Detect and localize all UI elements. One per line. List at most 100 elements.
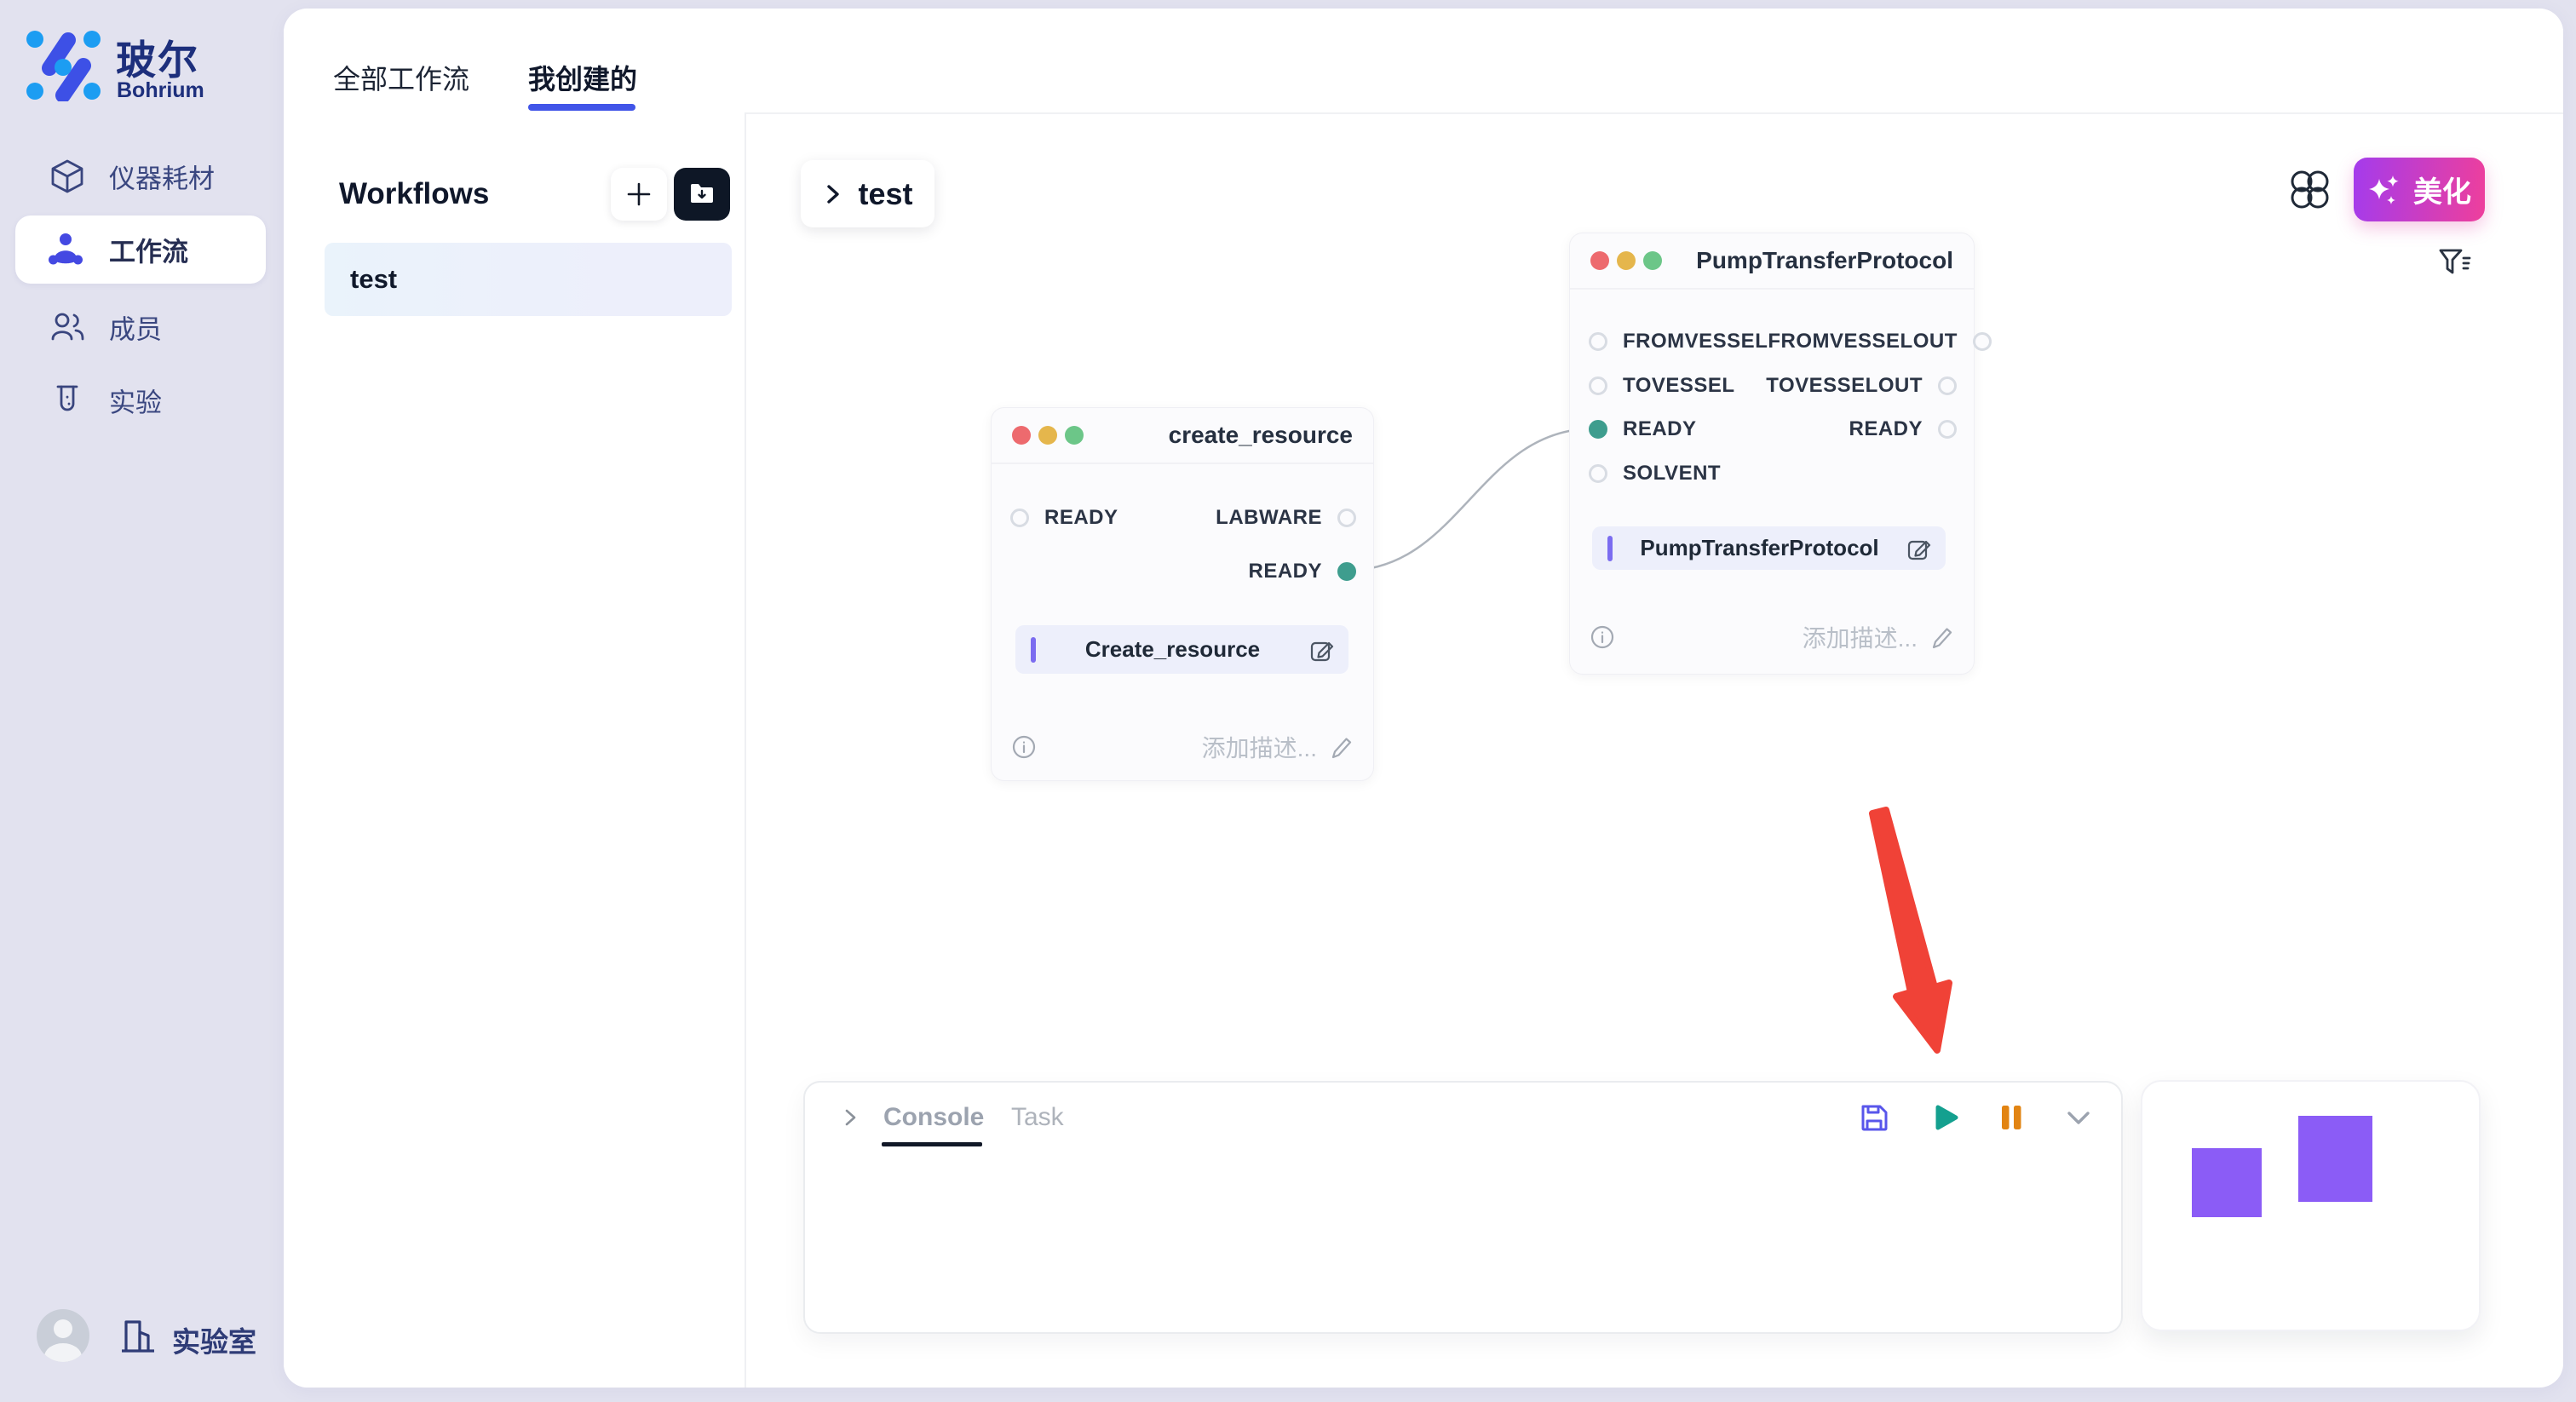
edit-icon[interactable] [1906,536,1932,561]
port-label: READY [1044,506,1118,529]
layout-tools-button[interactable] [2286,165,2333,213]
breadcrumb-label: test [858,175,913,211]
main-panel: 全部工作流 我创建的 Workflows [284,9,2563,1388]
port-dot[interactable] [1589,332,1607,351]
port-row: FROMVESSEL FROMVESSELOUT [1589,330,1992,353]
brand-title: 玻尔 [116,37,199,83]
port-row: SOLVENT [1589,462,1957,486]
workflow-list-item-test[interactable]: test [325,243,732,316]
chevron-down-icon[interactable] [2060,1099,2097,1136]
filter-icon [2435,244,2473,281]
tab-my-created[interactable]: 我创建的 [528,64,638,95]
input-port-tovessel: TOVESSEL [1589,374,1735,398]
output-port-tovesselout: TOVESSELOUT [1766,374,1957,398]
experiment-icon [49,382,86,419]
beautify-button[interactable]: 美化 [2354,158,2485,221]
node-action-create-resource[interactable]: Create_resource [1015,625,1348,674]
sidebar-item-workflow[interactable]: 工作流 [15,215,266,284]
sidebar-item-label: 实验 [109,388,162,418]
tab-console[interactable]: Console [883,1103,985,1131]
play-button[interactable] [1926,1099,1964,1136]
building-icon [119,1315,160,1356]
description-placeholder[interactable]: 添加描述... [1201,735,1317,761]
traffic-red-icon [1590,251,1609,270]
node-header: create_resource [992,408,1373,464]
node-create-resource[interactable]: create_resource READY LABWARE READY [991,407,1374,781]
beautify-label: 美化 [2413,176,2471,209]
port-dot[interactable] [1938,376,1957,395]
input-port-fromvessel: FROMVESSEL [1589,330,1768,353]
node-footer: 添加描述... [1590,623,1953,652]
avatar[interactable] [37,1309,89,1362]
input-port-ready: READY [1010,506,1118,530]
port-label: LABWARE [1216,506,1322,529]
port-dot[interactable] [1589,376,1607,395]
console-tab-underline [882,1142,982,1146]
port-dot[interactable] [1589,464,1607,483]
traffic-yellow-icon [1038,426,1057,445]
filter-button[interactable] [2432,240,2476,284]
action-label: PumpTransferProtocol [1640,535,1879,560]
description-placeholder[interactable]: 添加描述... [1802,625,1918,652]
breadcrumb[interactable]: test [801,160,934,227]
pause-button[interactable] [1992,1099,2030,1136]
input-port-solvent: SOLVENT [1589,462,1721,486]
output-port-ready: READY [1248,560,1356,583]
pencil-icon[interactable] [1329,735,1353,759]
brand-subtitle: Bohrium [117,78,204,102]
output-port-labware: LABWARE [1216,506,1356,530]
port-label: READY [1248,560,1322,583]
port-dot[interactable] [1010,509,1029,527]
info-icon[interactable] [1590,625,1614,649]
accent-bar [1607,535,1613,561]
traffic-red-icon [1012,426,1031,445]
port-dot-connected[interactable] [1589,420,1607,439]
workspace-row[interactable]: 实验室 [0,1301,284,1369]
node-title: PumpTransferProtocol [1696,247,1953,273]
workflow-list-title: Workflows [339,177,490,210]
members-icon [49,308,86,346]
input-port-ready: READY [1589,417,1697,441]
grid-circles-icon [2287,167,2332,211]
sidebar-item-experiments[interactable]: 实验 [0,366,284,434]
accent-bar [1031,636,1036,663]
expand-chevron-icon[interactable] [837,1105,863,1130]
tabbar: 全部工作流 我创建的 [284,9,2563,114]
port-dot-connected[interactable] [1337,562,1356,581]
node-pump-transfer-protocol[interactable]: PumpTransferProtocol FROMVESSEL FROMVESS… [1569,233,1992,675]
tab-task[interactable]: Task [1011,1103,1064,1131]
sidebar-item-members[interactable]: 成员 [0,293,284,361]
sidebar-item-label: 成员 [109,314,162,345]
edit-icon[interactable] [1309,637,1335,663]
workspace-label: 实验室 [172,1326,256,1358]
action-label: Create_resource [1084,636,1261,662]
add-workflow-button[interactable] [611,168,667,221]
info-icon[interactable] [1012,735,1036,759]
port-label: FROMVESSELOUT [1768,330,1958,353]
port-dot[interactable] [1337,509,1356,527]
port-label: READY [1849,417,1923,440]
save-button[interactable] [1855,1099,1893,1136]
node-action-pump-transfer[interactable]: PumpTransferProtocol [1592,526,1946,570]
import-folder-button[interactable] [674,168,730,221]
traffic-yellow-icon [1617,251,1636,270]
port-label: TOVESSELOUT [1766,374,1923,397]
pencil-icon[interactable] [1929,625,1953,649]
port-dot[interactable] [1938,420,1957,439]
port-label: READY [1623,417,1697,440]
minimap[interactable] [2141,1080,2481,1331]
sparkles-icon [2367,172,2403,208]
traffic-green-icon [1065,426,1084,445]
team-icon [47,231,84,268]
chevron-right-icon [822,181,844,208]
port-label: TOVESSEL [1623,374,1735,397]
minimap-node [2298,1116,2372,1202]
port-dot[interactable] [1972,332,1992,351]
sidebar-item-instruments[interactable]: 仪器耗材 [0,142,284,210]
box-icon [49,158,86,195]
node-footer: 添加描述... [1012,733,1353,761]
bohrium-logo-icon [26,28,102,101]
tab-all-workflows[interactable]: 全部工作流 [333,64,470,95]
sidebar-item-label: 仪器耗材 [109,164,215,194]
